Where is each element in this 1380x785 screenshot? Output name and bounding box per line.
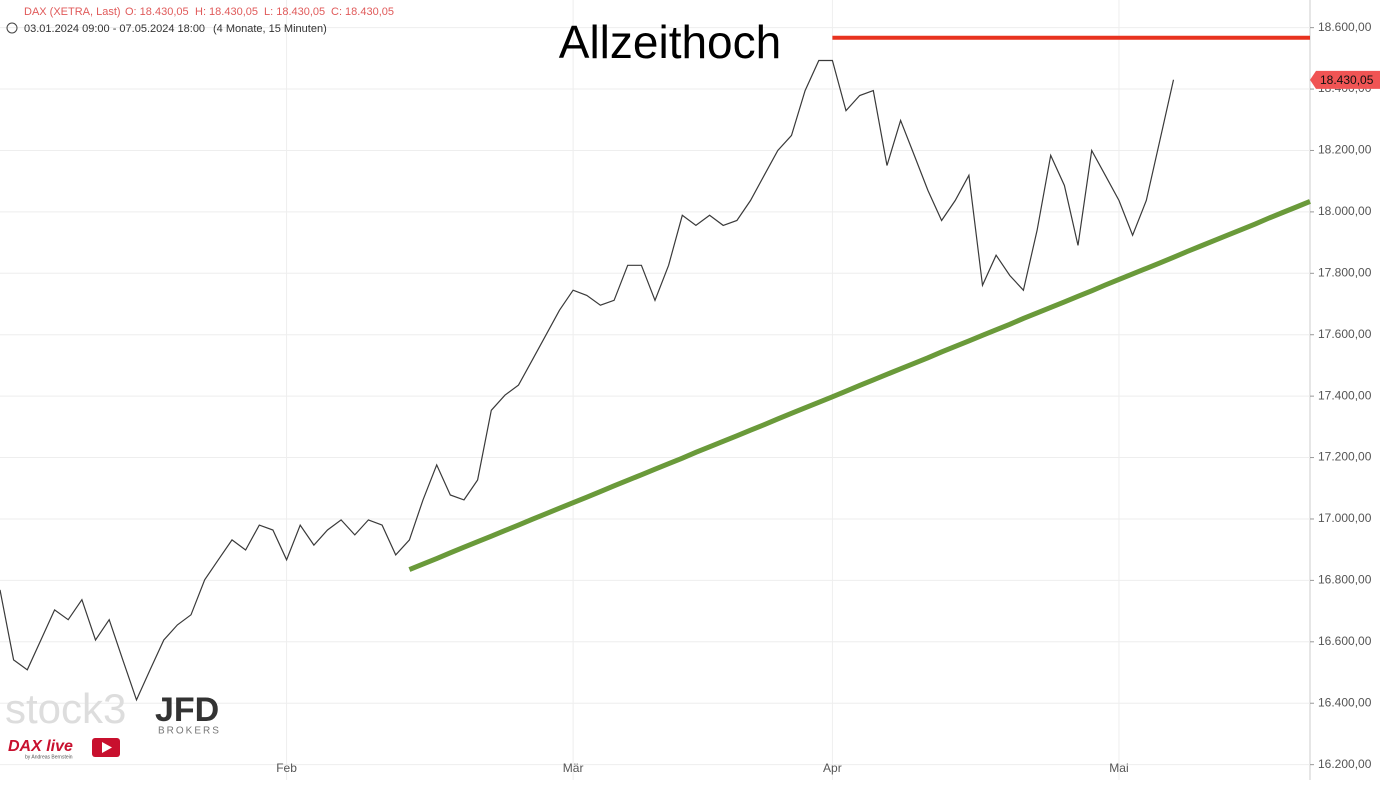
watermark-broker-sub: BROKERS (158, 726, 221, 737)
plot (0, 35, 1311, 702)
line-series (408, 199, 1311, 572)
x-tick-label: Apr (823, 761, 842, 775)
y-tick-label: 18.000,00 (1318, 204, 1372, 218)
y-tick-label: 16.400,00 (1318, 695, 1372, 709)
watermark-show: DAX live (8, 738, 73, 755)
last-price-label: 18.430,05 (1320, 73, 1374, 87)
header-range: 03.01.2024 09:00 - 07.05.2024 18:00 (24, 23, 205, 35)
play-icon (102, 742, 112, 753)
header-ohlc: H: 18.430,05 (195, 6, 258, 18)
y-tick-label: 17.800,00 (1318, 265, 1372, 279)
x-tick-label: Mai (1109, 761, 1128, 775)
y-tick-label: 17.600,00 (1318, 327, 1372, 341)
watermark-broker: JFD (155, 691, 219, 729)
grid (0, 0, 1310, 780)
clock-icon (6, 22, 18, 34)
watermark-show-sub: by Andreas Bernstein (25, 754, 73, 760)
header-ohlc: L: 18.430,05 (264, 6, 325, 18)
watermark-brand: stock3 (5, 685, 126, 732)
y-tick-label: 16.800,00 (1318, 573, 1372, 587)
header-instrument: DAX (XETRA, Last) (24, 6, 121, 18)
y-tick-label: 16.600,00 (1318, 634, 1372, 648)
y-tick-label: 17.000,00 (1318, 511, 1372, 525)
y-tick-label: 18.200,00 (1318, 143, 1372, 157)
y-tick-label: 16.200,00 (1318, 757, 1372, 771)
last-price-marker (1310, 70, 1380, 89)
y-tick-label: 17.200,00 (1318, 450, 1372, 464)
y-tick-label: 17.400,00 (1318, 388, 1372, 402)
header-ohlc: C: 18.430,05 (331, 6, 394, 18)
x-tick-label: Mär (563, 761, 584, 775)
line-series (0, 59, 1175, 702)
y-tick-label: 18.600,00 (1318, 20, 1372, 34)
x-tick-label: Feb (276, 761, 297, 775)
annotation: Allzeithoch (559, 16, 781, 68)
header-ohlc: O: 18.430,05 (125, 6, 189, 18)
header-period: (4 Monate, 15 Minuten) (213, 23, 327, 35)
